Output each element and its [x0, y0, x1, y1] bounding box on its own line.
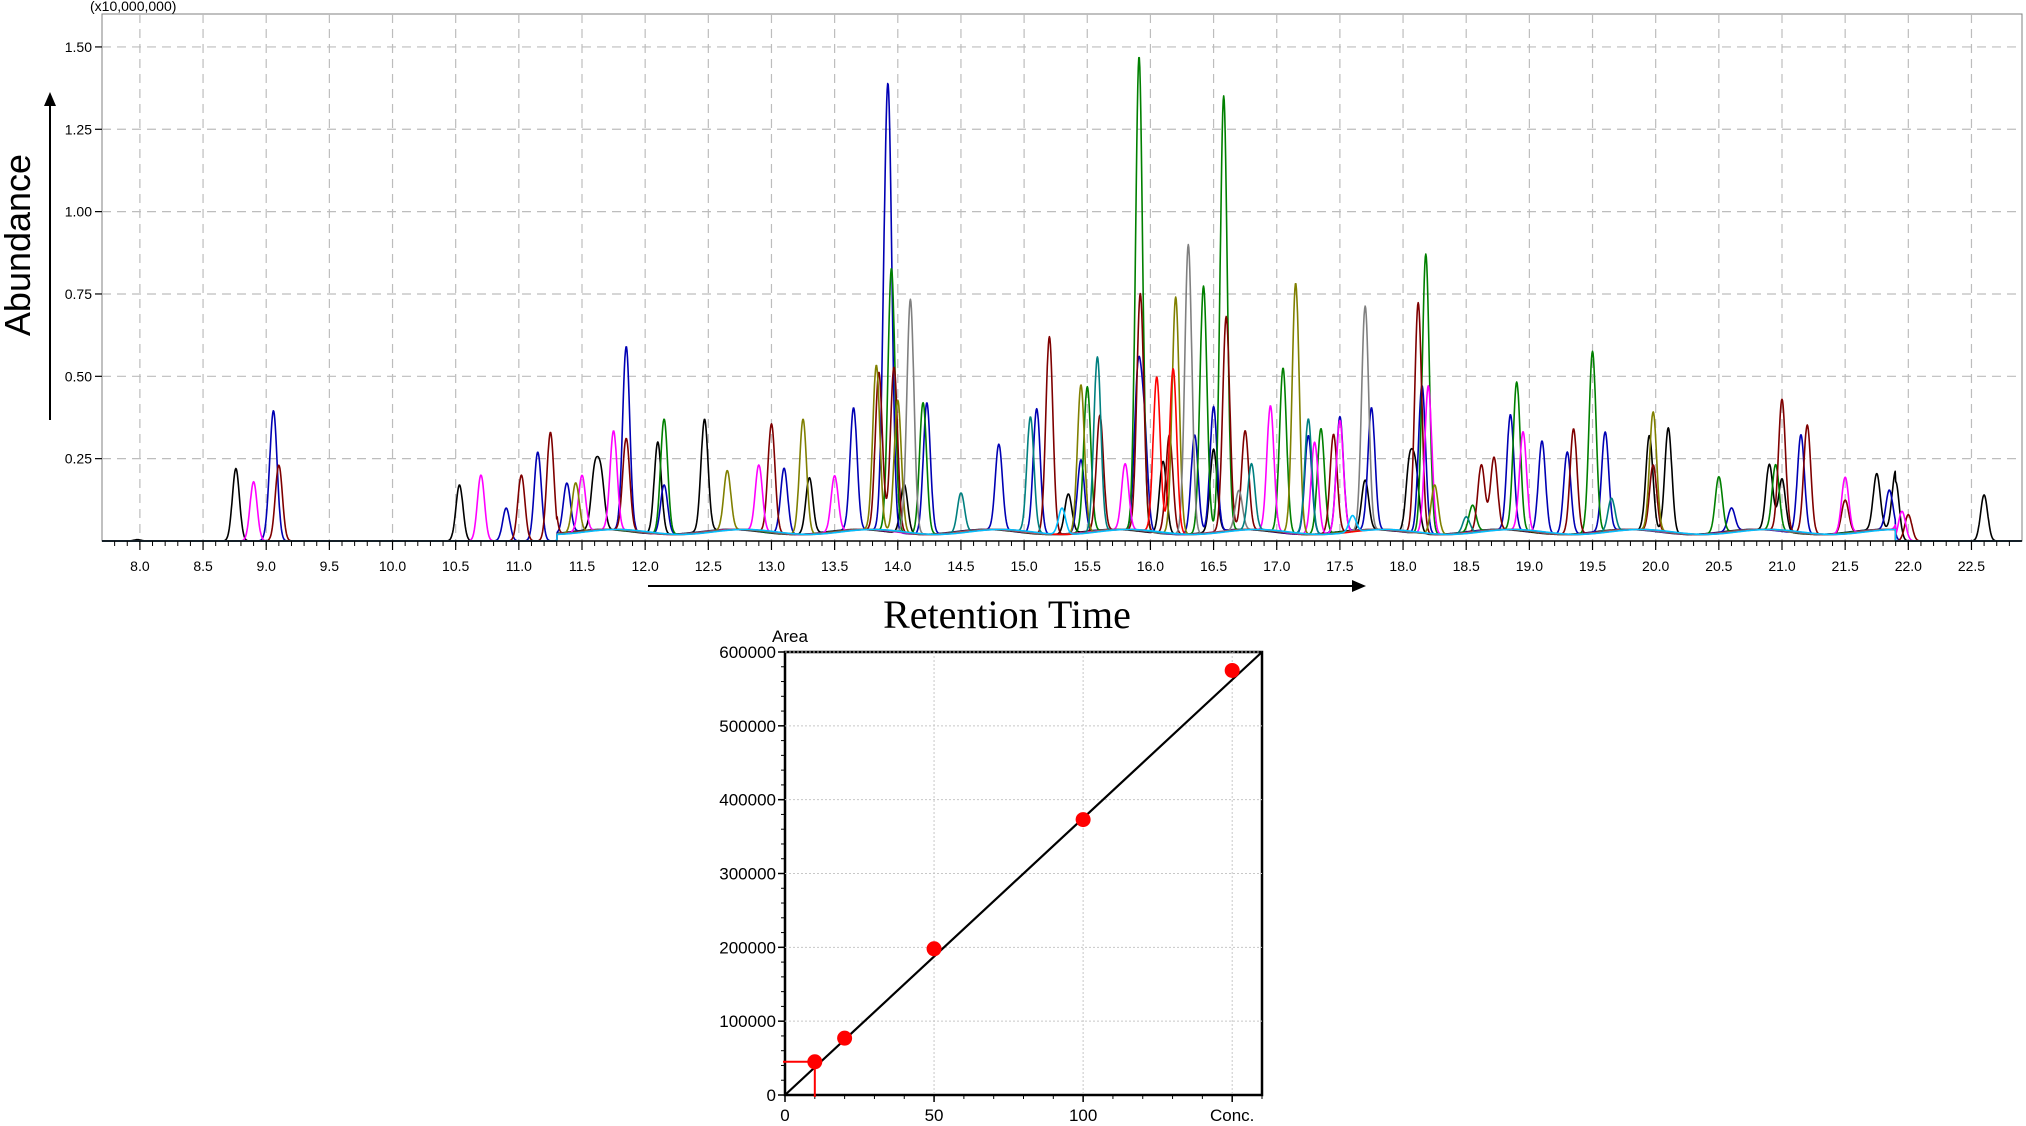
- calibration-x-tick-label: 0: [780, 1106, 789, 1125]
- x-tick-label: 19.0: [1516, 558, 1543, 574]
- x-tick-label: 14.0: [884, 558, 911, 574]
- x-tick-label: 13.0: [758, 558, 785, 574]
- x-tick-label: 10.0: [379, 558, 406, 574]
- chromatogram-trace: [101, 292, 2022, 542]
- calibration-y-tick-label: 400000: [719, 791, 776, 810]
- calibration-y-tick-label: 200000: [719, 938, 776, 957]
- x-tick-label: 16.0: [1137, 558, 1164, 574]
- x-tick-label: 14.5: [947, 558, 974, 574]
- chromatogram-trace: [101, 385, 2022, 542]
- calibration-chart: 0 100000 200000 300000 400000 500000 600000 0 50…: [719, 627, 1264, 1125]
- calibration-point: [807, 1054, 823, 1070]
- x-tick-label: 18.0: [1389, 558, 1416, 574]
- x-tick-label: 18.5: [1453, 558, 1480, 574]
- chromatogram-traces: [101, 56, 2022, 542]
- x-tick-label: 12.5: [695, 558, 722, 574]
- chromatogram-trace: [101, 243, 2022, 542]
- calibration-axes: 0 100000 200000 300000 400000 500000 600000 0 50…: [719, 643, 1263, 1125]
- x-axis-arrow: [648, 580, 1366, 592]
- calibration-points: [783, 662, 1240, 1097]
- y-tick-label: 1.00: [65, 204, 92, 220]
- x-tick-label: 21.0: [1768, 558, 1795, 574]
- chromatogram-grid: [102, 14, 2022, 541]
- calibration-point: [1075, 812, 1091, 828]
- y-axis-title: Abundance: [0, 154, 38, 336]
- x-tick-label: 10.5: [442, 558, 469, 574]
- y-tick-label: 1.25: [65, 121, 92, 137]
- x-tick-label: 21.5: [1832, 558, 1859, 574]
- x-tick-label: 12.0: [632, 558, 659, 574]
- calibration-x-tick-label: Conc.: [1210, 1106, 1254, 1125]
- x-tick-label: 15.0: [1010, 558, 1037, 574]
- y-tick-label: 0.25: [65, 451, 92, 467]
- x-tick-label: 11.0: [506, 558, 532, 574]
- x-tick-label: 19.5: [1579, 558, 1606, 574]
- calibration-y-tick-label: 600000: [719, 643, 776, 662]
- y-axis-arrow: [44, 92, 56, 420]
- calibration-y-tick-label: 300000: [719, 865, 776, 884]
- calibration-x-tick-label: 100: [1069, 1106, 1097, 1125]
- x-tick-label: 22.5: [1958, 558, 1985, 574]
- calibration-y-title: Area: [772, 627, 808, 646]
- calibration-point: [837, 1030, 853, 1046]
- calibration-x-tick-label: 50: [925, 1106, 944, 1125]
- chromatogram-axes: 8.0 8.5 9.0 9.5 10.0 10.5 11.0 11.5 12.0 12.5 13.0…: [65, 39, 2022, 574]
- calibration-y-tick-label: 0: [767, 1086, 776, 1105]
- x-tick-label: 20.5: [1705, 558, 1732, 574]
- x-tick-label: 16.5: [1200, 558, 1227, 574]
- y-tick-label: 0.50: [65, 368, 92, 384]
- x-tick-label: 22.0: [1895, 558, 1922, 574]
- chromatogram-trace: [101, 418, 2022, 542]
- chromatogram-trace: [101, 82, 2022, 542]
- x-tick-label: 17.5: [1326, 558, 1353, 574]
- calibration-fit-line-path: [784, 651, 1263, 1096]
- x-tick-label: 9.5: [320, 558, 340, 574]
- calibration-y-tick-label: 500000: [719, 717, 776, 736]
- x-axis-title: Retention Time: [883, 592, 1131, 637]
- chromatogram-plot-frame: [101, 13, 2023, 542]
- x-tick-label: 13.5: [821, 558, 848, 574]
- calibration-fit-line: [784, 651, 1263, 1096]
- calibration-point: [926, 941, 942, 957]
- x-tick-label: 11.5: [569, 558, 595, 574]
- chromatogram-trace: [101, 283, 2022, 542]
- chromatogram-chart: 8.0 8.5 9.0 9.5 10.0 10.5 11.0 11.5 12.0 12.5 13.0…: [0, 0, 2023, 637]
- x-tick-label: 8.5: [193, 558, 213, 574]
- y-tick-label: 0.75: [65, 286, 92, 302]
- y-multiplier-label: (x10,000,000): [90, 0, 176, 14]
- chromatogram-trace: [101, 368, 2022, 542]
- x-tick-label: 9.0: [256, 558, 276, 574]
- calibration-point: [1224, 662, 1240, 678]
- x-tick-label: 8.0: [130, 558, 150, 574]
- x-tick-label: 15.5: [1074, 558, 1101, 574]
- x-tick-label: 20.0: [1642, 558, 1669, 574]
- x-tick-label: 17.0: [1263, 558, 1290, 574]
- chromatogram-trace: [101, 56, 2022, 542]
- y-tick-label: 1.50: [65, 39, 92, 55]
- calibration-y-tick-label: 100000: [719, 1012, 776, 1031]
